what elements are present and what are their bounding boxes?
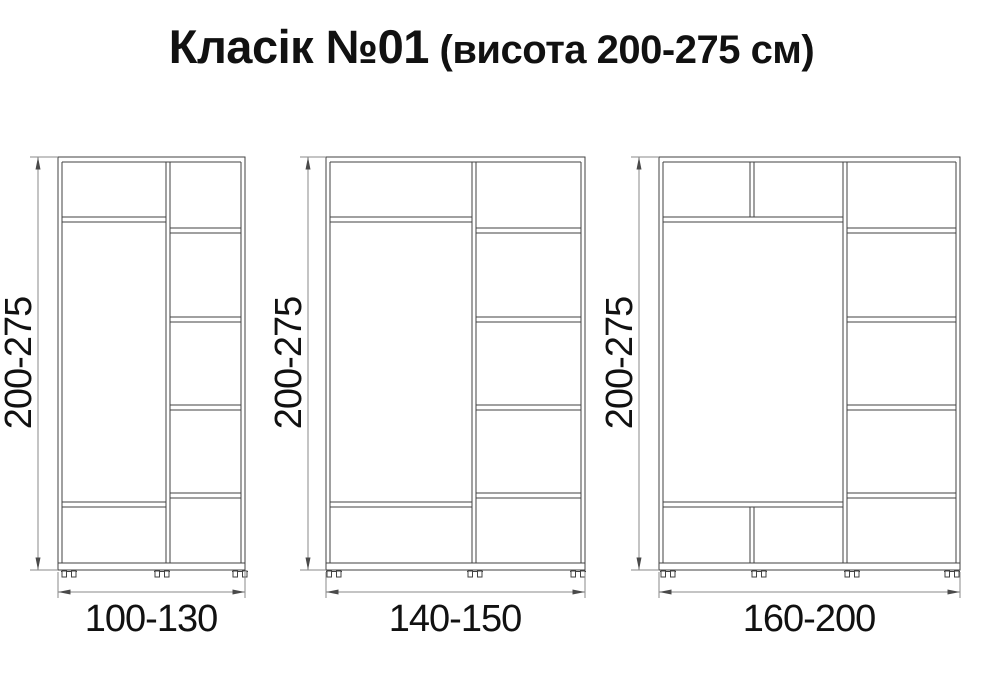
cabinet-large-feet (660, 570, 960, 578)
page-title-suffix: (висота 200-275 см) (428, 28, 815, 72)
cabinet-large-width-label: 160-200 (743, 598, 875, 640)
cabinet-medium-width-dimension (325, 572, 586, 598)
cabinet-large-width-dimension (658, 572, 961, 598)
cabinet-medium-feet (326, 570, 586, 578)
cabinet-medium-divider (471, 161, 477, 564)
page-title: Класік №01 (висота 200-275 см) (0, 21, 983, 73)
cabinet-large-height-label: 200-275 (599, 297, 641, 429)
page-title-main: Класік №01 (168, 20, 430, 73)
cabinet-small-width-label: 100-130 (85, 598, 217, 640)
cabinet-small-left-shelves (61, 216, 167, 508)
cabinet-medium-width-label: 140-150 (389, 598, 521, 640)
cabinet-diagram-small: 200-275 100-130 (0, 156, 248, 640)
cabinet-small-height-label: 200-275 (0, 297, 40, 429)
cabinet-small-width-dimension (57, 572, 246, 598)
cabinet-large-body (658, 156, 961, 571)
cabinet-small-height-dimension (30, 156, 58, 571)
cabinet-medium-right-shelves (475, 227, 582, 499)
cabinet-medium-left-shelves (329, 216, 473, 508)
cabinet-large-divider (842, 161, 848, 564)
cabinet-medium-body (325, 156, 586, 571)
cabinet-small-body (57, 156, 246, 571)
cabinet-small-feet (61, 570, 248, 578)
cabinet-large-left-shelves (662, 216, 844, 508)
cabinet-large-top-split-divider (749, 161, 755, 218)
cabinet-diagram-medium: 200-275 140-150 (268, 156, 586, 640)
cabinet-medium-height-label: 200-275 (268, 297, 310, 429)
cabinet-large-bottom-split-divider (749, 506, 755, 564)
cabinet-large-right-shelves (846, 227, 957, 499)
cabinet-medium-height-dimension (300, 156, 326, 571)
cabinet-small-divider (165, 161, 171, 564)
cabinet-small-right-shelves (169, 227, 242, 499)
cabinet-large-height-dimension (631, 156, 659, 571)
cabinet-diagram-large: 200-275 160-200 (599, 156, 961, 640)
